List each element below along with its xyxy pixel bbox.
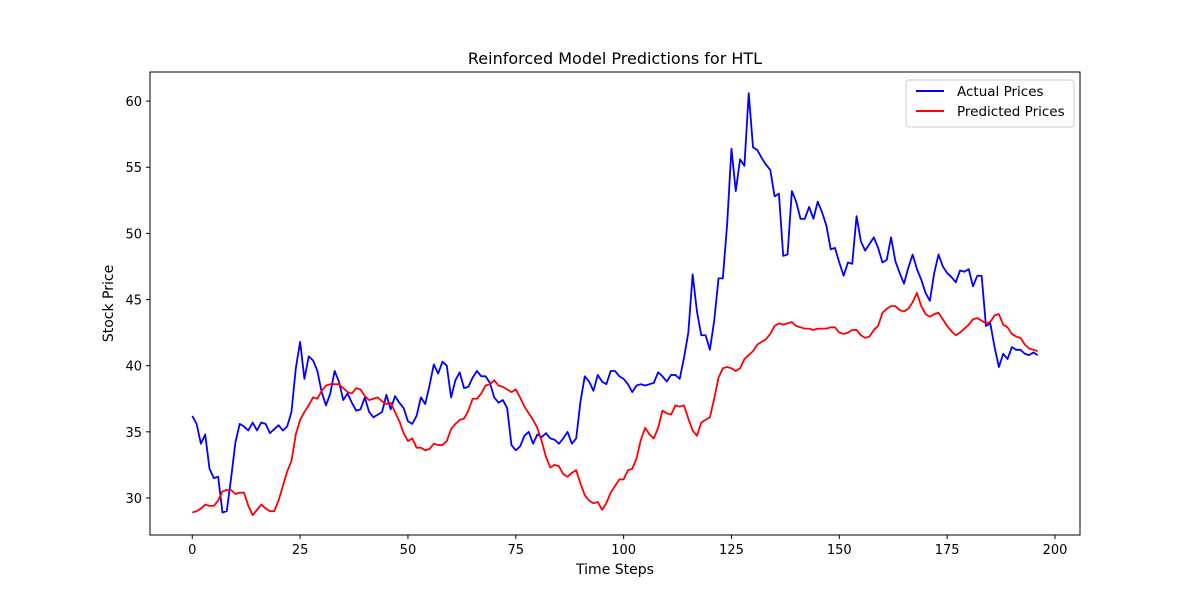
y-tick-label: 35 <box>125 426 142 441</box>
x-tick-label: 150 <box>827 543 852 558</box>
legend-box <box>905 79 1075 128</box>
x-tick-label: 75 <box>508 543 525 558</box>
series-line-actual <box>191 92 1039 514</box>
legend-entry: Predicted Prices <box>957 104 1065 120</box>
legend-entry: Actual Prices <box>957 84 1044 100</box>
y-tick-label: 40 <box>125 360 142 375</box>
series-layer <box>191 92 1039 517</box>
x-tick-label: 0 <box>188 543 196 558</box>
y-tick-label: 60 <box>125 95 142 110</box>
plot-frame <box>149 71 1081 536</box>
series-line-predicted <box>192 292 1038 517</box>
chart-title: Reinforced Model Predictions for HTL <box>468 49 762 68</box>
x-tick-label: 100 <box>611 543 636 558</box>
x-tick-label: 125 <box>719 543 744 558</box>
x-tick-label: 200 <box>1043 543 1068 558</box>
y-axis-label: Stock Price <box>101 265 117 342</box>
x-axis: 0 25 50 75 100 125 150 175 200 <box>188 535 1067 558</box>
y-tick-label: 45 <box>125 294 142 309</box>
x-tick-label: 50 <box>400 543 417 558</box>
y-axis: 30 35 40 45 50 55 60 <box>125 95 150 507</box>
x-tick-label: 175 <box>935 543 960 558</box>
y-tick-label: 30 <box>125 492 142 507</box>
y-tick-label: 55 <box>125 161 142 176</box>
x-tick-label: 25 <box>292 543 309 558</box>
y-tick-label: 50 <box>125 227 142 242</box>
x-axis-label: Time Steps <box>575 562 654 578</box>
legend: Actual Prices Predicted Prices <box>905 79 1075 128</box>
